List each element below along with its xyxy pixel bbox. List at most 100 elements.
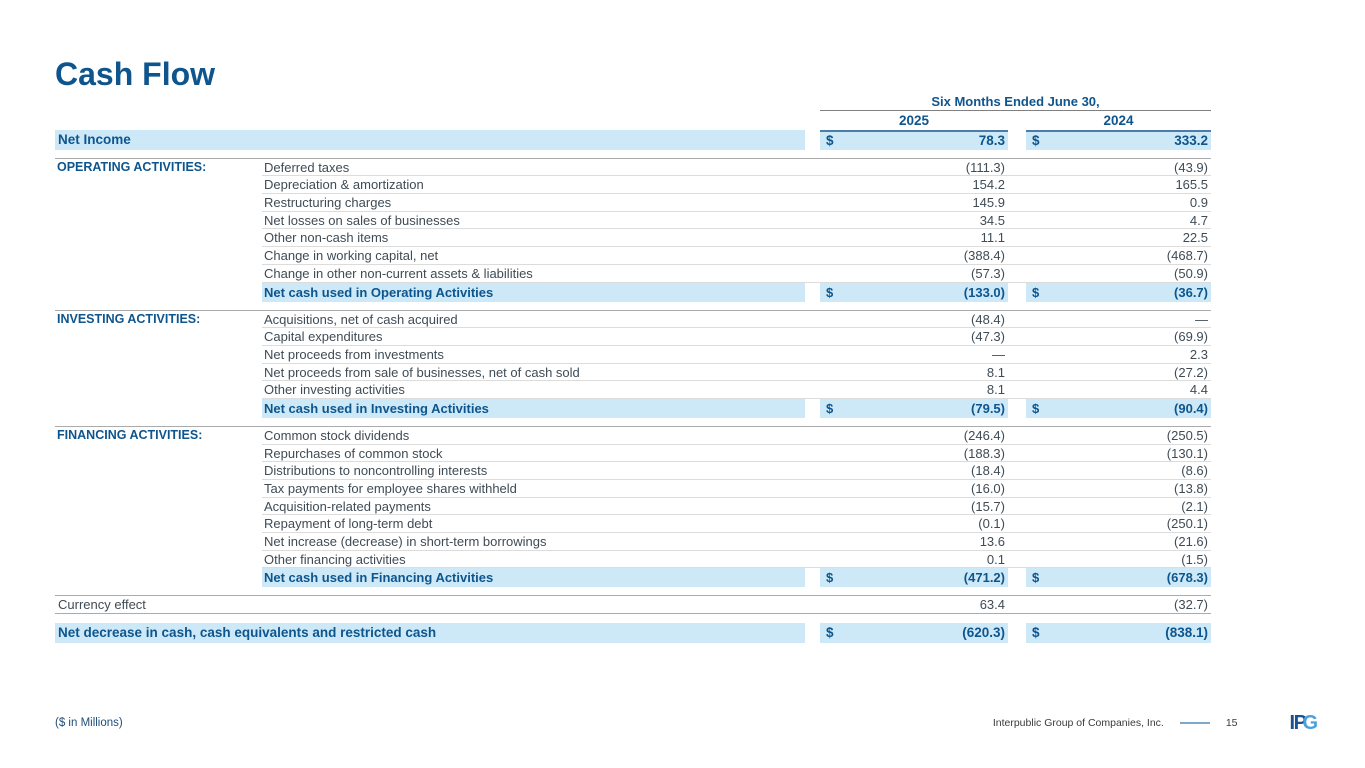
table-row: Depreciation & amortization 154.2 165.5: [55, 176, 1211, 195]
column-gap: [1008, 480, 1026, 498]
row-value-2025: —: [820, 346, 1008, 364]
total-value-2025: $ (79.5): [820, 398, 1008, 418]
table-row: Capital expenditures (47.3) (69.9): [55, 328, 1211, 346]
column-gap: [1008, 445, 1026, 463]
table-row: Other investing activities 8.1 4.4: [55, 381, 1211, 399]
column-gap: [805, 399, 820, 418]
spacer: [55, 112, 820, 130]
section-header-spacer: [55, 515, 262, 533]
total-label: Net cash used in Financing Activities: [262, 568, 805, 588]
ipg-logo-g: G: [1302, 712, 1318, 734]
net-decrease-label: Net decrease in cash, cash equivalents a…: [55, 623, 805, 644]
row-value-2025: (188.3): [820, 445, 1008, 463]
table-row: Net increase (decrease) in short-term bo…: [55, 533, 1211, 551]
row-label: Acquisition-related payments: [262, 498, 805, 516]
total-value-2024: $ (36.7): [1026, 282, 1211, 302]
column-gap: [1008, 515, 1026, 534]
section-header-spacer: [55, 445, 262, 463]
row-value-2025: 0.1: [820, 551, 1008, 569]
row-value-2024: (8.6): [1026, 462, 1211, 480]
currency-effect-label: Currency effect: [55, 596, 805, 615]
table-section: OPERATING ACTIVITIES: Deferred taxes (111.…: [55, 157, 1211, 302]
column-gap: [1008, 462, 1026, 480]
year-2025-header: 2025: [898, 112, 930, 128]
dollar-sign: $: [826, 132, 834, 148]
row-value-2025: (16.0): [820, 480, 1008, 498]
row-value-2025: 11.1: [820, 229, 1008, 248]
page-number: 15: [1225, 717, 1238, 729]
table-row: INVESTING ACTIVITIES: Acquisitions, net o…: [55, 311, 1211, 329]
column-gap: [805, 533, 820, 551]
currency-effect-section: Currency effect 63.4 (32.7): [55, 595, 1211, 615]
net-income-row: Net Income $78.3 $333.2: [55, 129, 1211, 150]
section-total-row: Net cash used in Operating Activities $ (1…: [55, 282, 1211, 302]
row-value-2025: (388.4): [820, 247, 1008, 265]
row-label: Change in other non-current assets & lia…: [262, 265, 805, 283]
row-label: Depreciation & amortization: [262, 176, 805, 195]
column-gap: [805, 445, 820, 463]
column-gap: [805, 623, 820, 643]
row-value-2025: 34.5: [820, 212, 1008, 230]
column-gap: [1008, 247, 1026, 265]
row-label: Other investing activities: [262, 381, 805, 399]
dollar-sign: $: [826, 284, 834, 300]
value-2025: (620.3): [962, 625, 1005, 641]
table-row: FINANCING ACTIVITIES: Common stock divide…: [55, 427, 1211, 445]
row-value-2024: (1.5): [1026, 551, 1211, 569]
column-gap: [805, 328, 820, 346]
row-value-2024: (13.8): [1026, 480, 1211, 498]
row-label: Distributions to noncontrolling interest…: [262, 462, 805, 480]
table-row: Repurchases of common stock (188.3) (130.1…: [55, 445, 1211, 463]
section-header-spacer: [55, 462, 262, 480]
net-income-label: Net Income: [55, 129, 805, 150]
column-gap: [1008, 381, 1026, 399]
row-value-2025: (111.3): [820, 159, 1008, 177]
total-value-2024: $ (90.4): [1026, 398, 1211, 418]
row-label: Common stock dividends: [262, 427, 805, 445]
section-header-spacer: [55, 247, 262, 265]
section-header: FINANCING ACTIVITIES:: [57, 427, 203, 442]
column-gap: [1008, 533, 1026, 551]
column-gap: [805, 212, 820, 230]
section-header-spacer: [55, 229, 262, 247]
value-2024: (90.4): [1174, 400, 1208, 416]
section-header-spacer: [55, 212, 262, 230]
row-value-2024: 4.7: [1026, 212, 1211, 230]
row-value-2024: (27.2): [1026, 364, 1211, 382]
column-gap: [805, 130, 820, 150]
table-row: OPERATING ACTIVITIES: Deferred taxes (111.…: [55, 159, 1211, 177]
column-gap: [805, 381, 820, 399]
row-value-2024: (130.1): [1026, 445, 1211, 463]
column-gap: [1008, 130, 1026, 150]
table-section: INVESTING ACTIVITIES: Acquisitions, net o…: [55, 309, 1211, 418]
total-value-2025: $ (471.2): [820, 568, 1008, 588]
row-label: Acquisitions, net of cash acquired: [262, 311, 805, 329]
value-2024: (838.1): [1165, 625, 1208, 641]
dollar-sign: $: [826, 570, 834, 586]
row-label: Repurchases of common stock: [262, 445, 805, 463]
column-gap: [805, 194, 820, 212]
column-gap: [1008, 311, 1026, 329]
row-value-2024: (43.9): [1026, 159, 1211, 177]
row-value-2024: 2.3: [1026, 346, 1211, 364]
value-2025: (471.2): [963, 570, 1005, 586]
ipg-logo-ip: IP: [1289, 712, 1307, 734]
row-label: Other non-cash items: [262, 229, 805, 248]
section-header-spacer: [55, 364, 262, 382]
period-header: Six Months Ended June 30,: [820, 94, 1211, 111]
table-row: Change in other non-current assets & lia…: [55, 265, 1211, 283]
section-header-spacer: [55, 399, 262, 418]
column-gap: [1008, 623, 1026, 643]
company-name: Interpublic Group of Companies, Inc.: [992, 717, 1164, 729]
column-gap: [1008, 427, 1026, 445]
section-header-spacer: [55, 283, 262, 302]
column-gap: [805, 568, 820, 587]
row-value-2025: (0.1): [820, 515, 1008, 534]
section-header-spacer: [55, 498, 262, 516]
row-value-2024: (468.7): [1026, 247, 1211, 265]
section-header-spacer: [55, 265, 262, 283]
section-total-row: Net cash used in Financing Activities $ (4…: [55, 568, 1211, 588]
column-gap: [805, 247, 820, 265]
row-value-2024: 165.5: [1026, 176, 1211, 195]
dollar-sign: $: [1032, 400, 1040, 416]
